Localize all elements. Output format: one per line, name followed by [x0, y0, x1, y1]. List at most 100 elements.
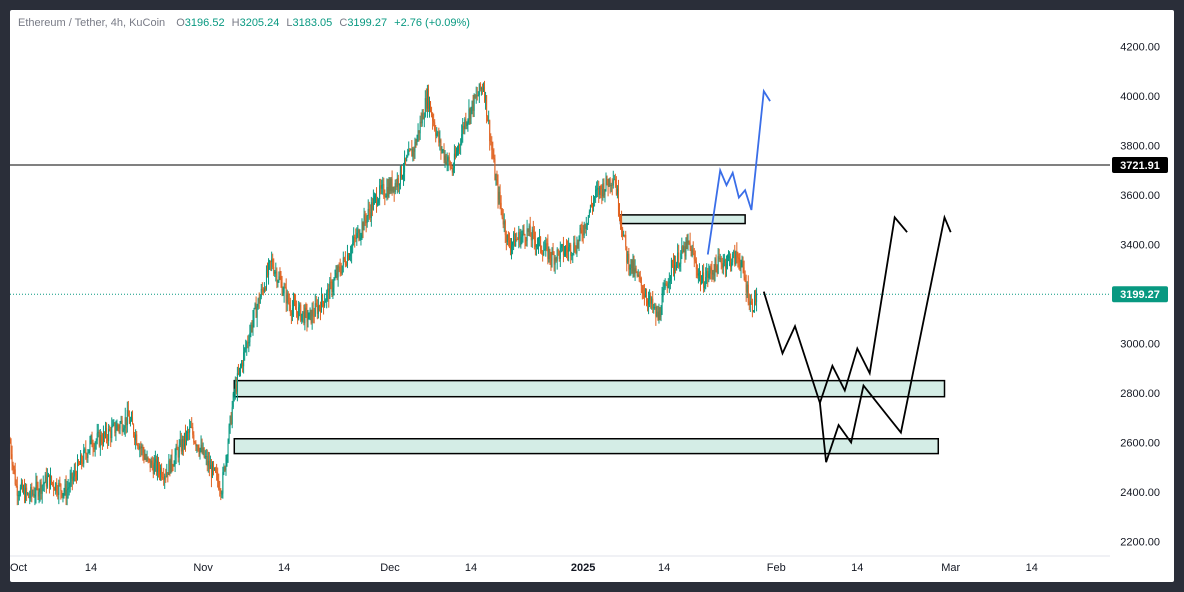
candle-body [557, 249, 559, 252]
candle-body [311, 309, 313, 323]
candle-body [372, 198, 374, 210]
candle-body [302, 311, 304, 314]
time-axis[interactable]: Oct 14 Nov 14 Dec 14 2025 14 Feb 14 Mar 14 [10, 555, 1110, 574]
candle-body [155, 458, 157, 472]
candle-body [719, 258, 721, 260]
projection-path[interactable] [762, 215, 908, 406]
candle-body [683, 246, 685, 252]
support-zone[interactable] [619, 214, 746, 225]
candle-body [413, 148, 415, 152]
candle-body [68, 487, 70, 489]
candle-body [623, 234, 625, 237]
candle-body [470, 107, 472, 119]
candle-body [388, 182, 390, 197]
candle-body [326, 292, 328, 301]
support-zone[interactable] [233, 437, 940, 455]
candle-body [336, 272, 338, 278]
x-tick-label: 14 [278, 562, 290, 574]
candle-body [664, 283, 666, 289]
candle-body [477, 94, 479, 97]
candle-body [152, 465, 154, 474]
candle-body [316, 304, 318, 314]
candle-body [219, 489, 221, 491]
candle-body [171, 454, 173, 467]
plot-area[interactable] [10, 80, 1110, 506]
candle-body [347, 254, 349, 260]
candle-body [570, 244, 572, 256]
candle-body [189, 427, 191, 433]
candle-body [443, 149, 445, 160]
candle-body [389, 182, 391, 192]
candle-body [201, 444, 203, 453]
candle-body [517, 239, 519, 241]
candle-body [462, 125, 464, 135]
x-tick-label: 14 [465, 562, 477, 574]
candle-body [657, 311, 659, 320]
candle-body [373, 196, 375, 199]
candle-body [722, 262, 724, 268]
candle-body [279, 276, 281, 280]
candle-body [378, 199, 380, 204]
candle-body [237, 373, 239, 375]
candle-body [187, 431, 189, 433]
candle-body [177, 449, 179, 458]
candle-body [338, 266, 340, 268]
candle-body [540, 236, 542, 250]
candle-body [62, 493, 64, 497]
candle-body [186, 432, 188, 443]
candle-body [490, 141, 492, 143]
candle-body [358, 229, 360, 240]
candle-body [404, 157, 406, 173]
candle-body [697, 273, 699, 276]
candle-body [250, 324, 252, 333]
candle-body [196, 445, 198, 447]
price-chart[interactable]: 2200.002400.002600.002800.003000.003200.… [10, 10, 1174, 582]
candle-body [450, 167, 452, 169]
candle-body [748, 302, 750, 305]
candle-body [514, 233, 516, 247]
candle-body [661, 296, 663, 315]
candle-body [500, 202, 502, 209]
candle-body [423, 116, 425, 120]
candle-body [432, 114, 434, 121]
candle-body [25, 487, 27, 501]
candle-body [113, 422, 115, 424]
candle-body [431, 111, 433, 115]
candle-body [267, 269, 269, 275]
candle-body [724, 259, 726, 269]
candle-body [257, 298, 259, 307]
candle-body [140, 446, 142, 449]
candle-body [590, 205, 592, 207]
support-zone[interactable] [233, 379, 946, 398]
projection-path[interactable] [706, 88, 771, 255]
candle-body [416, 137, 418, 145]
candle-body [501, 208, 503, 218]
candle-body [566, 247, 568, 250]
current-price-label: 3199.27 [1120, 289, 1160, 301]
candle-body [497, 181, 499, 200]
open-value: 3196.52 [184, 17, 225, 29]
candle-body [512, 242, 514, 246]
candle-body [613, 179, 615, 181]
candle-body [46, 476, 48, 487]
candle-body [26, 487, 28, 494]
candle-body [245, 347, 247, 349]
candle-body [656, 311, 658, 317]
candle-body [467, 119, 469, 123]
candle-body [165, 475, 167, 477]
candle-body [659, 310, 661, 317]
candle-body [21, 482, 23, 492]
candle-body [694, 259, 696, 262]
x-tick-label: Mar [941, 562, 960, 574]
candle-body [691, 249, 693, 257]
candle-body [649, 295, 651, 300]
projection-path[interactable] [819, 214, 952, 463]
candle-body [179, 439, 181, 445]
candle-body [51, 475, 53, 483]
candle-body [585, 225, 587, 230]
candle-body [645, 296, 647, 302]
candle-body [343, 257, 345, 260]
candle-body [670, 260, 672, 276]
candle-body [260, 288, 262, 297]
candle-body [53, 483, 55, 489]
